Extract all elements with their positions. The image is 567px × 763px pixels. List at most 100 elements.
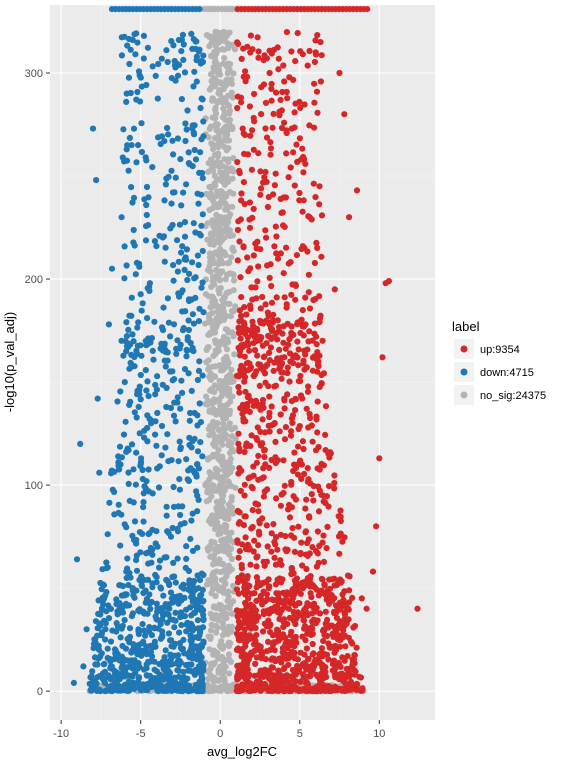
- point-down: [180, 41, 187, 48]
- point-down: [143, 672, 151, 679]
- point-down: [171, 677, 178, 684]
- point-no-sig: [213, 272, 220, 279]
- point-up: [265, 319, 272, 326]
- point-down: [115, 501, 122, 508]
- point-up: [274, 336, 281, 343]
- point-down: [121, 158, 128, 165]
- point-no-sig: [209, 572, 216, 579]
- point-up: [263, 340, 270, 347]
- point-down: [121, 673, 128, 680]
- point-down: [118, 214, 125, 221]
- point-up: [254, 238, 261, 245]
- point-up: [246, 408, 253, 415]
- point-up: [303, 405, 310, 412]
- point-down: [167, 589, 175, 596]
- point-down: [149, 551, 156, 558]
- point-no-sig: [223, 522, 230, 529]
- point-down: [117, 542, 124, 549]
- point-no-sig: [209, 323, 216, 330]
- point-down: [170, 151, 177, 158]
- point-down: [179, 389, 186, 396]
- point-down: [98, 586, 105, 593]
- point-down: [97, 622, 104, 629]
- point-down: [131, 657, 138, 664]
- point-down: [134, 39, 141, 46]
- point-up: [235, 618, 242, 625]
- point-down: [105, 615, 113, 622]
- point-down: [183, 543, 190, 550]
- point-up: [253, 434, 260, 442]
- point-down: [130, 466, 137, 473]
- point-down: [180, 189, 187, 196]
- point-up: [281, 650, 289, 657]
- point-up: [313, 239, 320, 246]
- point-up: [254, 278, 261, 285]
- point-down: [163, 512, 170, 519]
- point-down: [174, 555, 181, 562]
- point-up: [255, 542, 262, 549]
- point-down: [181, 69, 189, 76]
- point-down: [200, 309, 207, 316]
- point-up: [312, 194, 319, 201]
- point-down: [153, 574, 160, 581]
- point-down: [140, 589, 147, 597]
- point-up: [316, 487, 323, 494]
- point-up: [331, 472, 338, 479]
- point-up: [276, 575, 283, 582]
- point-no-sig: [218, 218, 225, 225]
- point-no-sig: [226, 449, 234, 457]
- point-down: [158, 340, 165, 347]
- point-down: [108, 265, 116, 272]
- point-no-sig: [205, 160, 212, 167]
- point-down: [170, 262, 177, 269]
- point-up: [289, 412, 297, 419]
- point-up: [256, 382, 263, 389]
- point-down: [135, 319, 142, 326]
- point-up: [263, 134, 271, 141]
- point-up: [247, 601, 254, 608]
- point-down: [171, 573, 178, 580]
- point-no-sig: [223, 511, 230, 518]
- point-down: [97, 653, 104, 660]
- point-down: [200, 52, 207, 59]
- x-tick-label: -5: [136, 728, 146, 740]
- point-up: [280, 323, 287, 330]
- point-down: [177, 156, 184, 163]
- point-up: [266, 610, 273, 617]
- point-up: [290, 149, 297, 156]
- point-up: [337, 636, 344, 644]
- point-up: [316, 183, 323, 190]
- point-up: [280, 616, 288, 623]
- point-down: [189, 598, 196, 605]
- point-down: [197, 642, 204, 649]
- point-up: [331, 582, 338, 589]
- point-down: [174, 268, 181, 275]
- point-down: [125, 480, 132, 487]
- point-no-sig: [225, 68, 232, 75]
- point-down: [112, 647, 119, 654]
- point-no-sig: [205, 366, 212, 373]
- point-up: [282, 634, 289, 641]
- y-tick-label: 300: [25, 68, 43, 80]
- point-no-sig: [225, 159, 232, 166]
- point-up: [311, 80, 318, 87]
- point-down: [176, 61, 183, 68]
- point-no-sig: [228, 497, 235, 504]
- point-down: [174, 525, 181, 533]
- point-down: [175, 36, 182, 44]
- point-up: [261, 52, 268, 59]
- point-no-sig: [217, 188, 224, 195]
- point-down: [195, 465, 202, 472]
- point-up: [267, 344, 274, 351]
- point-down: [154, 543, 161, 550]
- point-no-sig: [225, 651, 232, 658]
- point-down: [169, 524, 176, 532]
- point-no-sig: [207, 190, 214, 197]
- point-no-sig: [229, 94, 236, 101]
- point-no-sig: [230, 155, 237, 162]
- point-down: [121, 243, 128, 250]
- point-down: [143, 157, 150, 164]
- point-down: [145, 340, 152, 347]
- point-up: [308, 624, 315, 631]
- point-up: [271, 359, 278, 366]
